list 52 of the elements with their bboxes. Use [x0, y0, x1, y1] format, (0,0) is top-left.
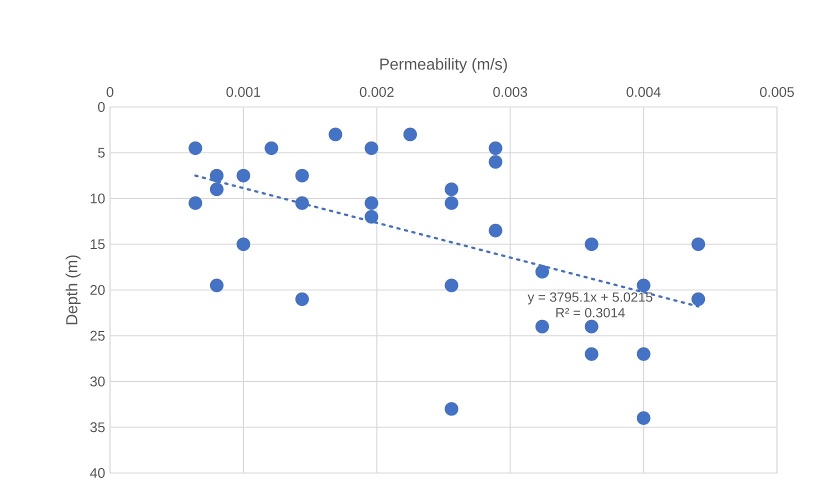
point — [444, 196, 458, 210]
y-tick-label: 40 — [90, 468, 105, 478]
point — [535, 320, 550, 334]
point — [691, 237, 706, 252]
point — [364, 141, 378, 155]
y-axis-title: Depth (m) — [66, 255, 81, 324]
point — [636, 347, 650, 361]
annotation: R² = 0.3014 — [556, 308, 625, 318]
y-tick-label: 35 — [90, 422, 105, 432]
annotation: y = 3795.1x + 5.0215 — [528, 292, 652, 304]
point — [210, 182, 224, 196]
point — [584, 237, 598, 252]
y-tick-label: 5 — [98, 148, 105, 158]
point — [188, 141, 202, 155]
point — [584, 320, 598, 334]
point — [210, 168, 224, 182]
y-tick-label: 20 — [90, 285, 105, 295]
point — [328, 128, 342, 142]
point — [236, 168, 250, 182]
x-tick-label: 0.004 — [626, 87, 661, 97]
point — [236, 237, 250, 252]
x-tick-label: 0.005 — [760, 87, 794, 97]
x-axis-title: Permeability (m/s) — [380, 58, 507, 73]
point — [188, 196, 202, 210]
point — [636, 411, 650, 425]
x-tick-label: 0.003 — [493, 87, 528, 97]
point — [295, 292, 309, 306]
y-tick-label: 25 — [90, 330, 105, 341]
y-tick-label: 15 — [90, 239, 105, 250]
point — [210, 278, 224, 292]
y-tick-label: 30 — [90, 376, 105, 386]
point — [295, 168, 309, 182]
point — [584, 347, 598, 361]
point — [364, 196, 378, 210]
point — [403, 128, 417, 142]
point — [444, 402, 458, 416]
point — [488, 141, 502, 155]
x-tick-label: 0.001 — [226, 87, 260, 97]
y-tick-label: 10 — [90, 194, 105, 204]
point — [264, 141, 278, 155]
point — [295, 196, 309, 210]
y-tick-label: 0 — [98, 102, 105, 112]
point — [488, 155, 502, 169]
point — [364, 210, 378, 224]
point — [488, 224, 502, 238]
point — [636, 278, 650, 292]
x-tick-label: 0.002 — [360, 87, 394, 97]
point — [535, 264, 550, 278]
point — [444, 182, 458, 196]
point — [444, 278, 458, 292]
x-tick-label: 0 — [106, 87, 114, 97]
point — [691, 292, 706, 306]
